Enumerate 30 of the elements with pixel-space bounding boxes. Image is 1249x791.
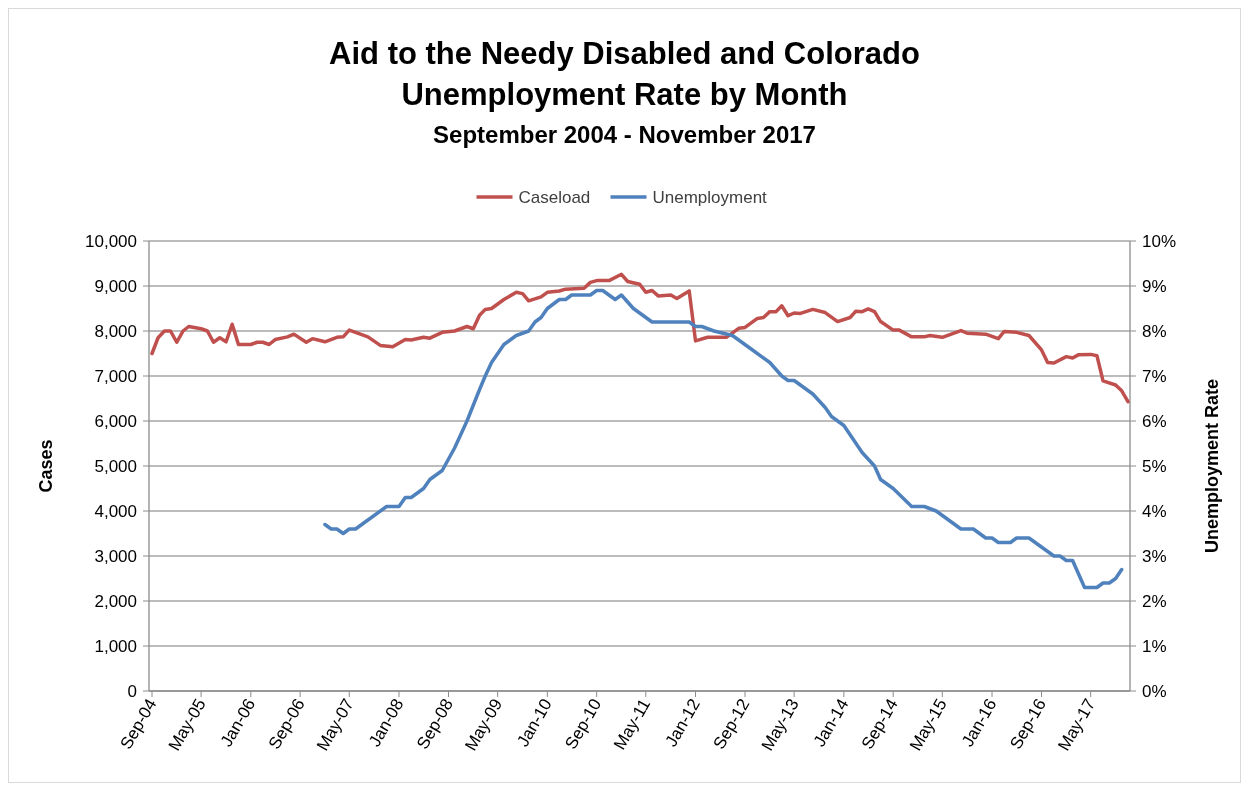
y2-tick-label: 7% — [1142, 367, 1167, 386]
y2-tick-label: 2% — [1142, 592, 1167, 611]
legend-label: Unemployment — [652, 188, 768, 207]
y-tick-label: 10,000 — [85, 232, 137, 251]
y-tick-label: 9,000 — [94, 277, 137, 296]
y2-tick-label: 5% — [1142, 457, 1167, 476]
y-axis-title: Cases — [36, 439, 56, 493]
y2-tick-label: 9% — [1142, 277, 1167, 296]
line-series — [150, 272, 1130, 404]
y2-tick-label: 0% — [1142, 682, 1167, 701]
y-tick-label: 8,000 — [94, 322, 137, 341]
y2-axis-title: Unemployment Rate — [1202, 378, 1222, 554]
y2-tick-label: 1% — [1142, 637, 1167, 656]
y2-tick-label: 6% — [1142, 412, 1167, 431]
y2-tick-label: 10% — [1142, 232, 1177, 251]
chart-subtitle: September 2004 - November 2017 — [433, 121, 816, 148]
y2-tick-label: 3% — [1142, 547, 1167, 566]
y-tick-label: 1,000 — [94, 637, 137, 656]
line-series — [323, 288, 1124, 590]
y2-tick-label: 8% — [1142, 322, 1167, 341]
y2-tick-label: 4% — [1142, 502, 1167, 521]
y-tick-label: 7,000 — [94, 367, 137, 386]
y-tick-label: 3,000 — [94, 547, 137, 566]
y-tick-label: 4,000 — [94, 502, 137, 521]
y-tick-label: 2,000 — [94, 592, 137, 611]
legend-label: Caseload — [518, 188, 591, 207]
y-tick-label: 5,000 — [94, 457, 137, 476]
y-tick-label: 6,000 — [94, 412, 137, 431]
y-tick-label: 0 — [127, 682, 137, 701]
chart-title: Aid to the Needy Disabled and Colorado Unemployment Rate by Month — [329, 36, 920, 112]
